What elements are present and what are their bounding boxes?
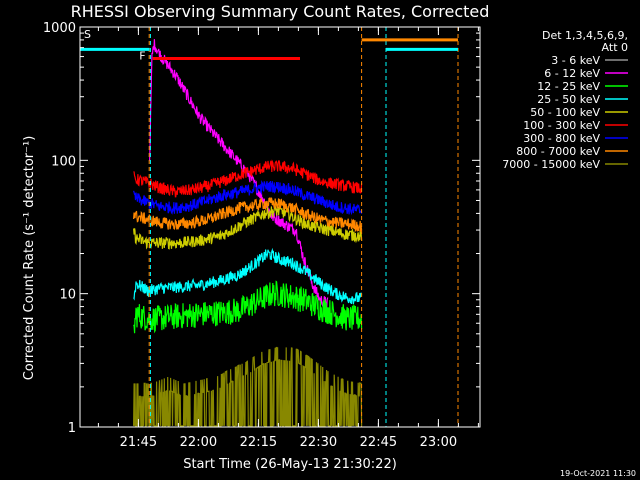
series-line-800-7000-kev — [133, 197, 363, 233]
x-tick-label: 22:45 — [360, 435, 397, 450]
x-tick-label: 23:00 — [420, 435, 457, 450]
series-line-50-100-kev — [133, 205, 363, 250]
series-line-3-6-kev — [132, 41, 362, 402]
y-axis-label: Corrected Count Rate (s⁻¹ detector⁻¹) — [22, 136, 37, 381]
series-line-12-25-kev — [133, 280, 363, 334]
series-line-7000-15000-kev — [133, 346, 363, 427]
x-tick-label: 21:45 — [120, 435, 157, 450]
series-layer — [132, 39, 363, 427]
y-tick-label: 1000 — [43, 21, 76, 36]
legend-label: 12 - 25 keV — [537, 80, 600, 93]
legend-label: 100 - 300 keV — [523, 119, 600, 132]
x-tick-label: 22:15 — [240, 435, 277, 450]
series-line-100-300-kev — [133, 159, 363, 198]
y-axis: 1 10 100 1000 — [43, 21, 480, 436]
x-tick-label: 22:00 — [180, 435, 217, 450]
legend-label: 300 - 800 keV — [523, 132, 600, 145]
legend-label: 25 - 50 keV — [537, 93, 600, 106]
marker-layer — [80, 27, 459, 427]
x-axis: 21:45 22:00 22:15 22:30 22:45 23:00 — [97, 27, 479, 450]
y-tick-label: 100 — [51, 154, 76, 169]
x-tick-label: 22:30 — [300, 435, 337, 450]
y-tick-label: 10 — [59, 288, 76, 303]
legend-header-line: Det 1,3,4,5,6,9, — [542, 29, 628, 42]
y-tick-label: 1 — [68, 421, 76, 436]
chart-title: RHESSI Observing Summary Count Rates, Co… — [71, 2, 490, 21]
series-line-300-800-kev — [133, 180, 363, 216]
footer-date: 19-Oct-2021 11:30 — [560, 469, 636, 478]
annotation-s: S — [84, 28, 91, 41]
legend-label: 6 - 12 keV — [544, 67, 600, 80]
legend-label: 3 - 6 keV — [551, 54, 600, 67]
series-line-25-50-kev — [133, 247, 363, 304]
series-line-6-12-kev — [149, 39, 329, 309]
legend-label: 800 - 7000 keV — [516, 145, 600, 158]
legend-header-line: Att 0 — [602, 41, 628, 54]
annotation-f: F — [139, 50, 145, 63]
x-axis-label: Start Time (26-May-13 21:30:22) — [183, 457, 397, 472]
legend-label: 50 - 100 keV — [530, 106, 600, 119]
legend-label: 7000 - 15000 keV — [502, 158, 600, 171]
plot-frame — [79, 26, 481, 428]
